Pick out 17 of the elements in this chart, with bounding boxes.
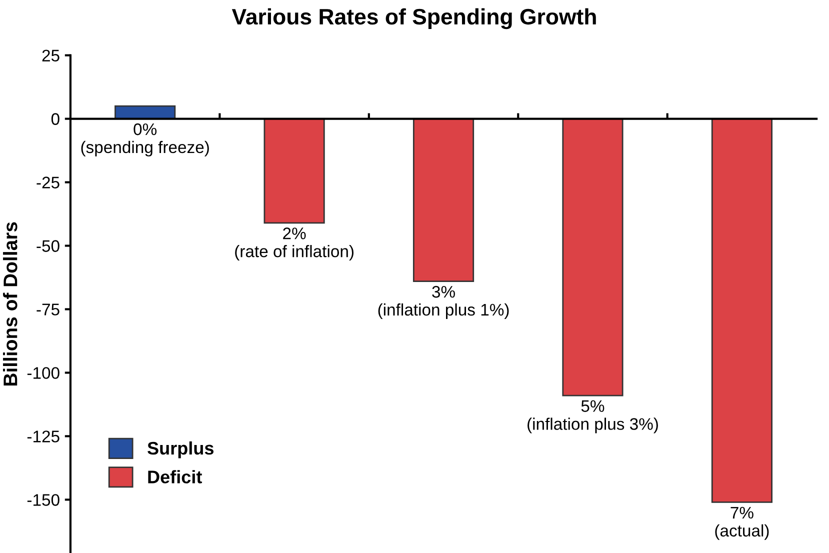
y-tick-label: -50 — [36, 240, 60, 252]
y-axis-title: Billions of Dollars — [3, 222, 18, 386]
legend-label: Surplus — [148, 441, 214, 458]
x-tick-label: 7% (actual) — [715, 506, 769, 540]
chart-title: Various Rates of Spending Growth — [232, 8, 596, 30]
x-tick-label: 2% (rate of inflation) — [235, 228, 354, 261]
y-tick-label: 25 — [42, 50, 60, 62]
y-tick-label: -100 — [27, 367, 60, 379]
y-tick-label: -75 — [36, 304, 60, 316]
x-tick-label: 0% (spending freeze) — [81, 123, 209, 156]
x-tick-label: 3% (inflation plus 1%) — [378, 286, 509, 319]
y-tick-label: -125 — [27, 430, 60, 442]
y-tick-label: -25 — [36, 176, 60, 188]
legend-label: Deficit — [148, 470, 202, 484]
x-tick-label: 5% (inflation plus 3%) — [528, 400, 658, 434]
y-tick-label: -150 — [27, 494, 60, 506]
y-tick-label: 0 — [51, 113, 60, 125]
